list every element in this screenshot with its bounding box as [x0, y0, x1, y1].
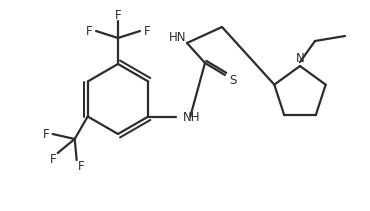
- Text: F: F: [86, 24, 92, 38]
- Text: N: N: [296, 51, 305, 65]
- Text: HN: HN: [169, 31, 187, 43]
- Text: F: F: [77, 160, 84, 173]
- Text: F: F: [144, 24, 150, 38]
- Text: F: F: [49, 153, 56, 165]
- Text: S: S: [229, 73, 237, 87]
- Text: F: F: [43, 127, 49, 141]
- Text: NH: NH: [183, 111, 201, 124]
- Text: F: F: [115, 8, 121, 22]
